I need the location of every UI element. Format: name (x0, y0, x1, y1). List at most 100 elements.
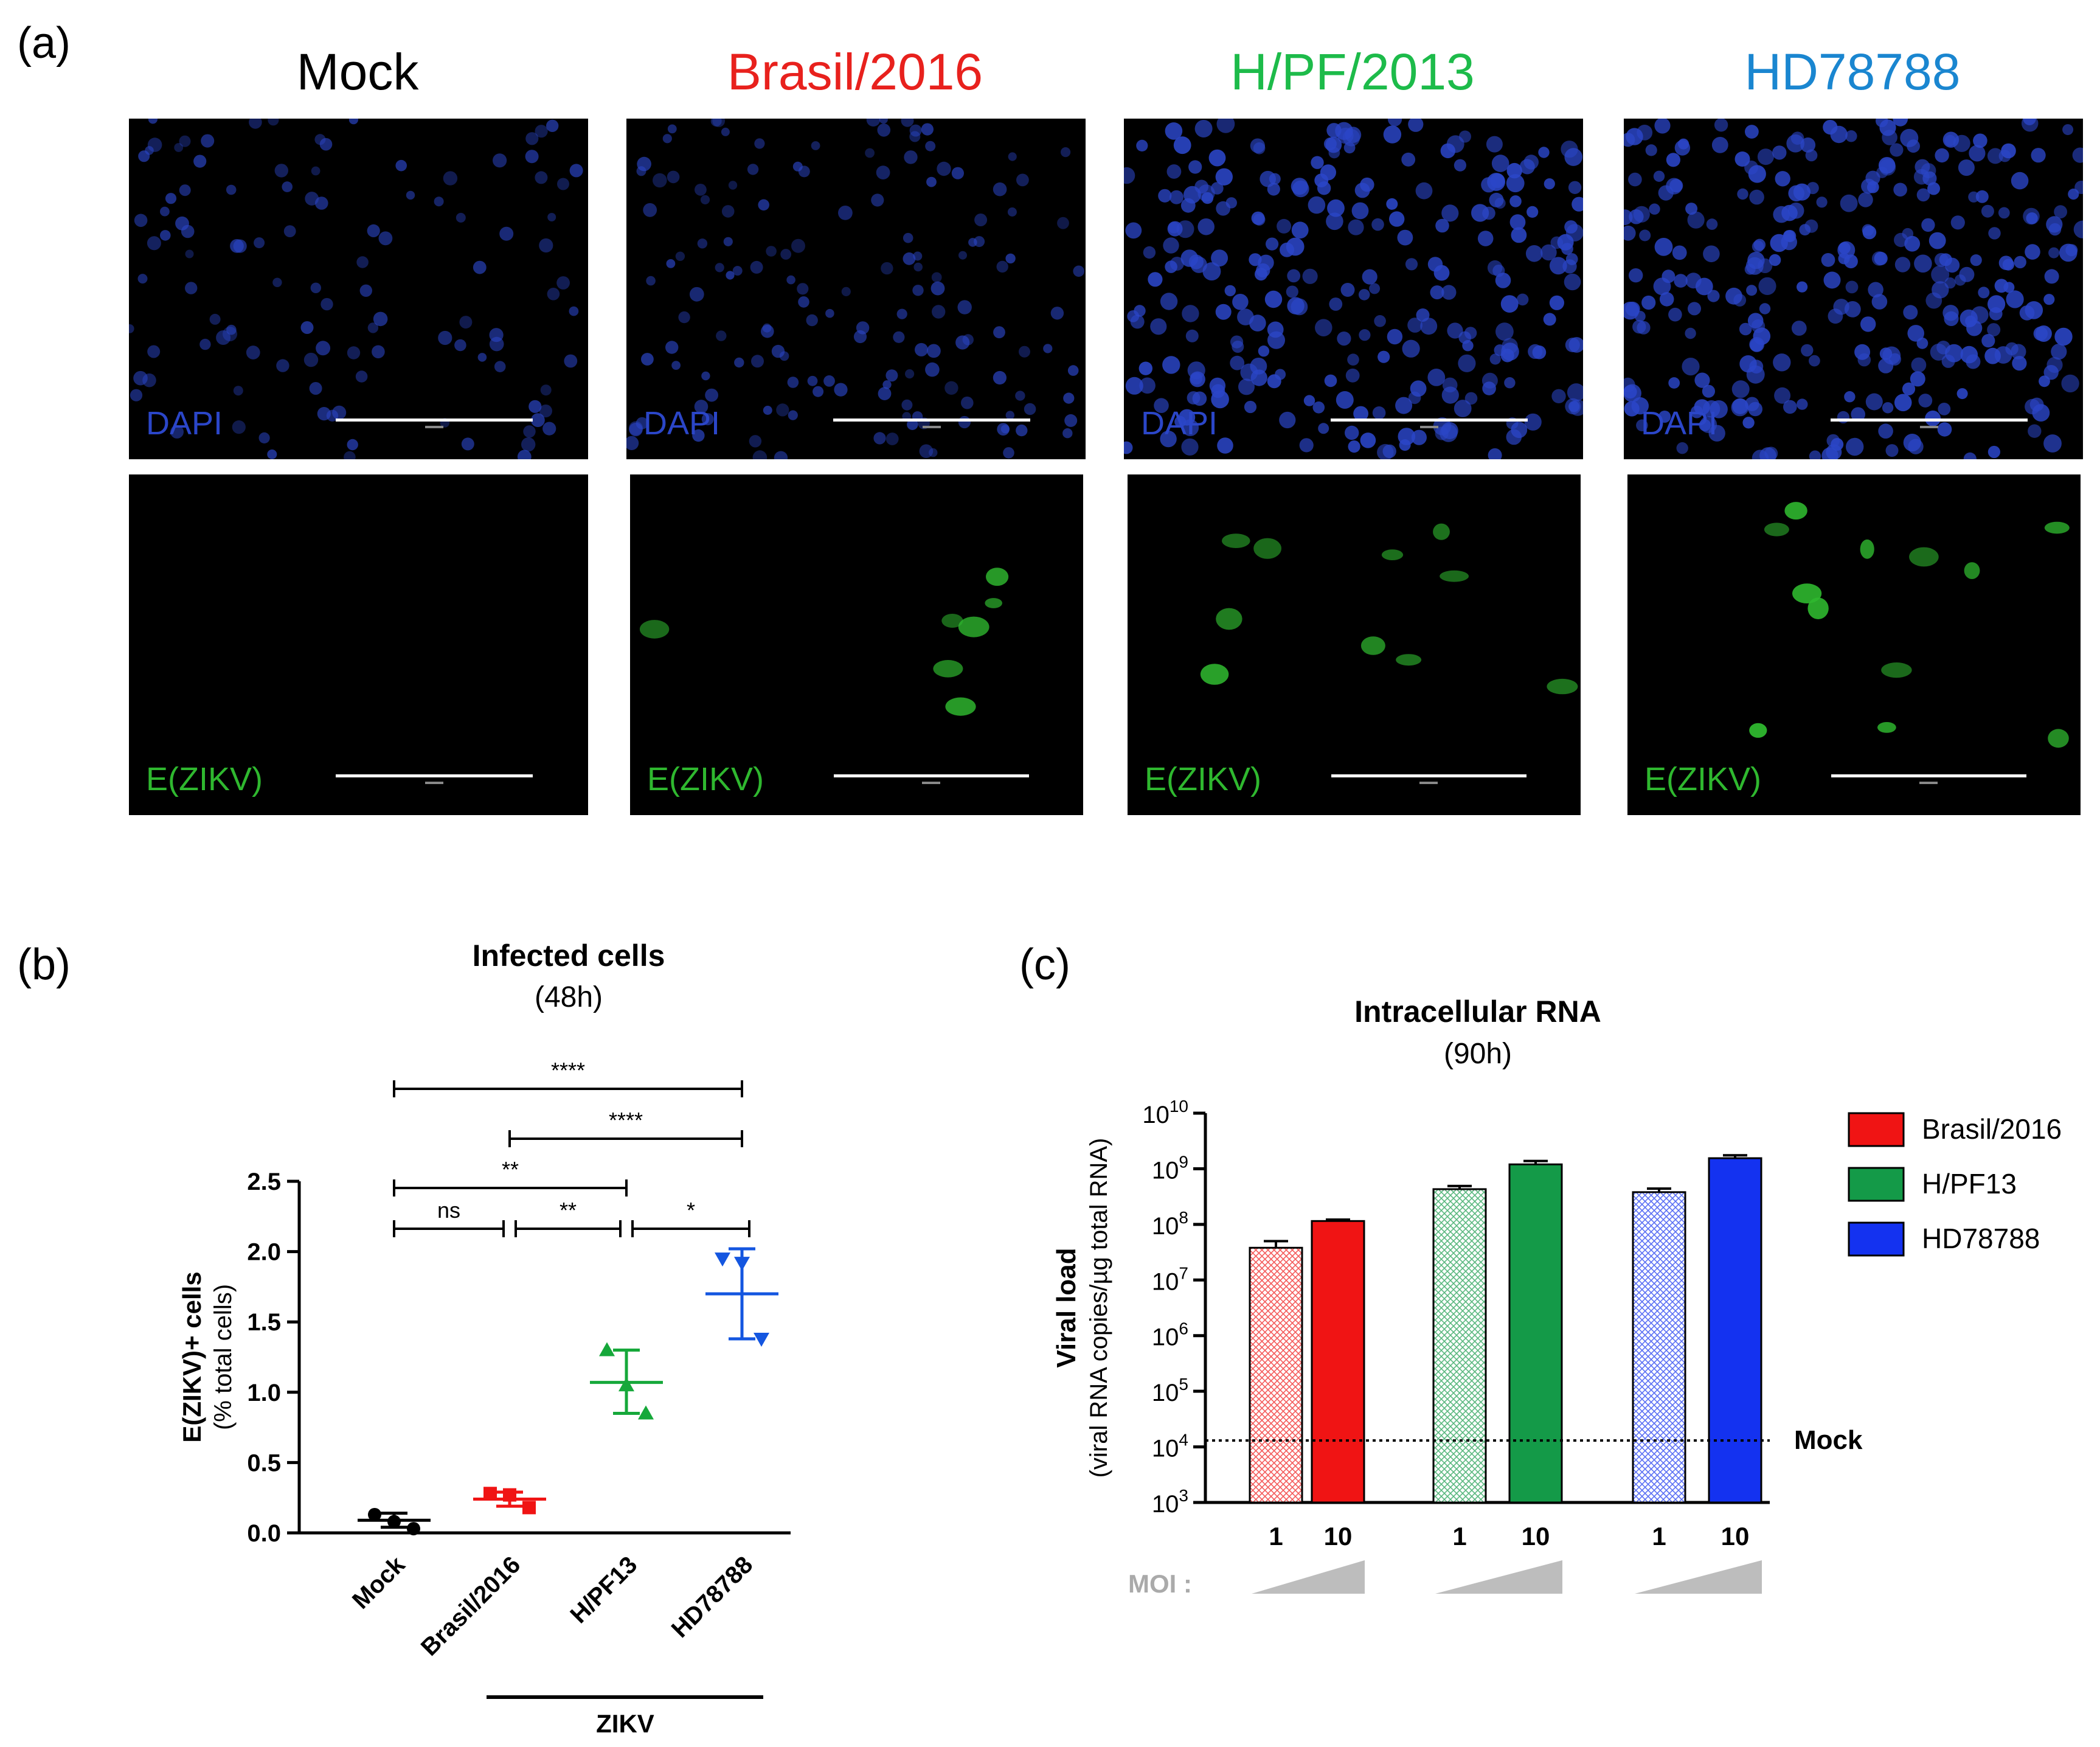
nucleus (787, 377, 799, 388)
moi-tick-label: 1 (1269, 1522, 1283, 1551)
nucleus (1564, 273, 1581, 291)
nucleus (1871, 294, 1888, 310)
nucleus (1170, 190, 1183, 204)
scale-bar-label (425, 782, 444, 784)
nucleus (1758, 277, 1776, 295)
nucleus (1659, 292, 1674, 307)
nucleus (1230, 355, 1245, 370)
y-axis-sublabel: (viral RNA copies/µg total RNA) (1086, 1138, 1112, 1478)
y-tick-label: 109 (1152, 1152, 1188, 1184)
nucleus (1266, 237, 1279, 251)
nucleus (641, 353, 654, 366)
nucleus (1639, 229, 1651, 241)
nucleus (1462, 340, 1474, 352)
nucleus (1388, 119, 1402, 127)
nucleus (142, 373, 156, 387)
nucleus (1003, 447, 1014, 459)
nucleus (348, 119, 358, 125)
x-tick-label: Mock (347, 1551, 411, 1614)
nucleus (1405, 258, 1418, 271)
nucleus (1197, 218, 1215, 235)
infected-cell (1433, 523, 1450, 540)
nucleus (1821, 253, 1835, 267)
moi-label: MOI : (1128, 1569, 1192, 1598)
nucleus (1528, 344, 1543, 359)
nucleus (1019, 346, 1030, 358)
nucleus (1362, 269, 1377, 285)
nucleus (1958, 159, 1975, 176)
nucleus (1526, 206, 1539, 218)
nucleus (1739, 322, 1752, 336)
nucleus (193, 155, 207, 168)
legend-label: H/PF13 (1922, 1168, 2017, 1200)
nucleus (721, 127, 730, 136)
nucleus (1286, 285, 1298, 298)
infected-cell (945, 697, 976, 716)
nucleus (1408, 119, 1424, 132)
nucleus (1383, 125, 1402, 144)
nucleus (1043, 344, 1053, 353)
scale-bar (1330, 419, 1528, 428)
nucleus (930, 281, 945, 296)
nucleus (1925, 292, 1942, 309)
nucleus (1801, 344, 1814, 357)
data-point (387, 1515, 401, 1529)
infected-cell (1396, 654, 1422, 666)
nucleus (1407, 318, 1423, 333)
nucleus (147, 236, 161, 251)
nucleus (454, 339, 466, 352)
nucleus (1481, 372, 1498, 389)
nucleus (1486, 136, 1503, 153)
nucleus (1928, 232, 1946, 249)
nucleus (1987, 323, 2001, 337)
nucleus (1797, 398, 1808, 410)
nucleus (893, 331, 905, 343)
nucleus (958, 415, 971, 429)
nucleus (1345, 425, 1359, 440)
nucleus (134, 214, 148, 227)
data-point (483, 1487, 497, 1501)
nucleus (268, 119, 279, 126)
nucleus (557, 178, 569, 190)
nucleus (1956, 388, 1968, 400)
e-zikv-cells (1749, 502, 2070, 748)
e-zikv-image: E(ZIKV) (1128, 474, 1581, 815)
y-tick-label: 105 (1152, 1375, 1188, 1406)
nucleus (1687, 211, 1705, 229)
nucleus (1279, 411, 1296, 429)
nucleus (1495, 322, 1514, 341)
nucleus (921, 123, 934, 136)
nucleus (395, 159, 407, 172)
nucleus (1360, 177, 1374, 192)
nucleus (1893, 119, 1908, 127)
nucleus (2046, 356, 2063, 373)
nucleus (1821, 447, 1838, 459)
nucleus (274, 164, 288, 178)
nucleus (1937, 422, 1952, 437)
infected-cell (2048, 729, 2069, 748)
nucleus (666, 259, 676, 268)
moi-tick-label: 10 (1522, 1522, 1550, 1551)
nucleus (540, 384, 552, 396)
data-point (638, 1405, 654, 1420)
nucleus (185, 282, 198, 294)
nucleus (1733, 294, 1747, 307)
nucleus (1711, 137, 1728, 153)
nucleus (1427, 369, 1446, 386)
nucleus (282, 181, 293, 192)
nucleus (546, 119, 559, 132)
nucleus (1744, 160, 1759, 175)
nucleus (148, 119, 158, 124)
nucleus (434, 196, 444, 207)
nucleus (1908, 439, 1924, 454)
nucleus (1162, 356, 1180, 374)
nucleus (1267, 374, 1281, 389)
nucleus (2051, 344, 2067, 360)
nucleus (317, 407, 331, 421)
nucleus (1063, 392, 1075, 404)
nucleus (1624, 225, 1636, 241)
nucleus (771, 344, 785, 358)
nucleus (728, 181, 738, 190)
nucleus (1190, 371, 1205, 387)
nucleus (813, 386, 824, 397)
